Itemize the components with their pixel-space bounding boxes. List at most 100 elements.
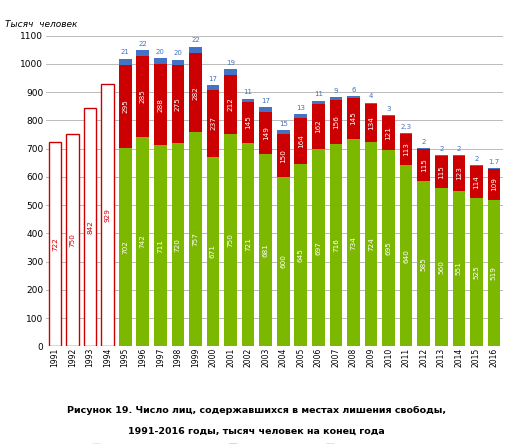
Text: 585: 585 — [421, 257, 427, 270]
Text: 19: 19 — [226, 60, 235, 66]
Bar — [260, 154, 272, 346]
Text: 145: 145 — [245, 115, 251, 129]
Text: 742: 742 — [140, 234, 146, 249]
Bar — [119, 59, 131, 65]
Bar — [49, 143, 61, 346]
Text: Рисунок 19. Число лиц, содержавшихся в местах лишения свободы,: Рисунок 19. Число лиц, содержавшихся в м… — [67, 406, 446, 415]
Bar — [154, 146, 167, 346]
Bar — [207, 85, 220, 90]
Bar — [418, 181, 430, 346]
Text: 145: 145 — [350, 111, 357, 125]
Bar — [400, 166, 412, 346]
Bar — [171, 59, 184, 65]
Bar — [189, 53, 202, 132]
Bar — [435, 155, 448, 188]
Text: 285: 285 — [140, 90, 146, 103]
Bar — [224, 75, 237, 135]
Text: 711: 711 — [157, 239, 163, 253]
Bar — [400, 134, 412, 166]
Text: 288: 288 — [157, 98, 163, 112]
Bar — [470, 166, 483, 198]
Text: 150: 150 — [280, 149, 286, 163]
Bar — [84, 108, 96, 346]
Bar — [224, 69, 237, 75]
Bar — [294, 118, 307, 164]
Bar — [418, 149, 430, 181]
Text: 2: 2 — [474, 156, 479, 162]
Text: 702: 702 — [122, 240, 128, 254]
Bar — [452, 190, 465, 346]
Text: 17: 17 — [208, 75, 218, 82]
Bar — [136, 137, 149, 346]
Bar — [119, 65, 131, 148]
Text: 2: 2 — [439, 146, 443, 152]
Text: 671: 671 — [210, 245, 216, 258]
Text: 4: 4 — [369, 93, 373, 99]
Text: 750: 750 — [69, 234, 75, 247]
Text: 695: 695 — [386, 241, 391, 255]
Text: 17: 17 — [261, 98, 270, 103]
Bar — [294, 164, 307, 346]
Text: 1.7: 1.7 — [488, 159, 500, 165]
Text: 109: 109 — [491, 177, 497, 191]
Text: 716: 716 — [333, 238, 339, 252]
Text: 13: 13 — [297, 105, 305, 111]
Bar — [277, 177, 289, 346]
Text: 600: 600 — [280, 254, 286, 269]
Text: 525: 525 — [473, 265, 480, 279]
Text: 3: 3 — [386, 106, 391, 111]
Text: 21: 21 — [121, 49, 130, 56]
Bar — [365, 103, 378, 104]
Bar — [242, 102, 254, 143]
Text: 1991-2016 годы, тысяч человек на конец года: 1991-2016 годы, тысяч человек на конец г… — [128, 427, 385, 436]
Text: 295: 295 — [122, 99, 128, 113]
Text: 162: 162 — [315, 119, 321, 134]
Bar — [382, 150, 395, 346]
Bar — [347, 98, 360, 139]
Text: 681: 681 — [263, 243, 269, 257]
Bar — [171, 65, 184, 143]
Text: 722: 722 — [52, 238, 58, 251]
Bar — [154, 64, 167, 146]
Text: 2: 2 — [457, 146, 461, 152]
Bar — [347, 96, 360, 98]
Text: 720: 720 — [175, 238, 181, 252]
Bar — [260, 112, 272, 154]
Text: 282: 282 — [192, 86, 199, 99]
Bar — [382, 116, 395, 150]
Bar — [312, 149, 325, 346]
Bar — [382, 115, 395, 116]
Bar — [189, 132, 202, 346]
Bar — [189, 47, 202, 53]
Bar — [260, 107, 272, 112]
Text: 115: 115 — [438, 165, 444, 179]
Text: 6: 6 — [351, 87, 356, 93]
Bar — [136, 50, 149, 56]
Text: Тысяч  человек: Тысяч человек — [5, 20, 77, 29]
Bar — [365, 142, 378, 346]
Text: 519: 519 — [491, 266, 497, 280]
Text: 275: 275 — [175, 97, 181, 111]
Text: 134: 134 — [368, 116, 374, 130]
Bar — [452, 156, 465, 190]
Bar — [418, 148, 430, 149]
Text: 114: 114 — [473, 175, 480, 189]
Bar — [119, 148, 131, 346]
Text: 149: 149 — [263, 126, 269, 140]
Bar — [312, 103, 325, 149]
Bar — [294, 114, 307, 118]
Text: 20: 20 — [173, 50, 182, 56]
Bar — [207, 90, 220, 157]
Text: 123: 123 — [456, 166, 462, 180]
Bar — [488, 200, 500, 346]
Bar — [154, 59, 167, 64]
Text: 757: 757 — [192, 233, 199, 246]
Text: 842: 842 — [87, 220, 93, 234]
Bar — [329, 97, 342, 100]
Text: 113: 113 — [403, 143, 409, 156]
Bar — [101, 84, 114, 346]
Bar — [242, 99, 254, 102]
Bar — [400, 133, 412, 134]
Text: 640: 640 — [403, 249, 409, 263]
Bar — [488, 168, 500, 169]
